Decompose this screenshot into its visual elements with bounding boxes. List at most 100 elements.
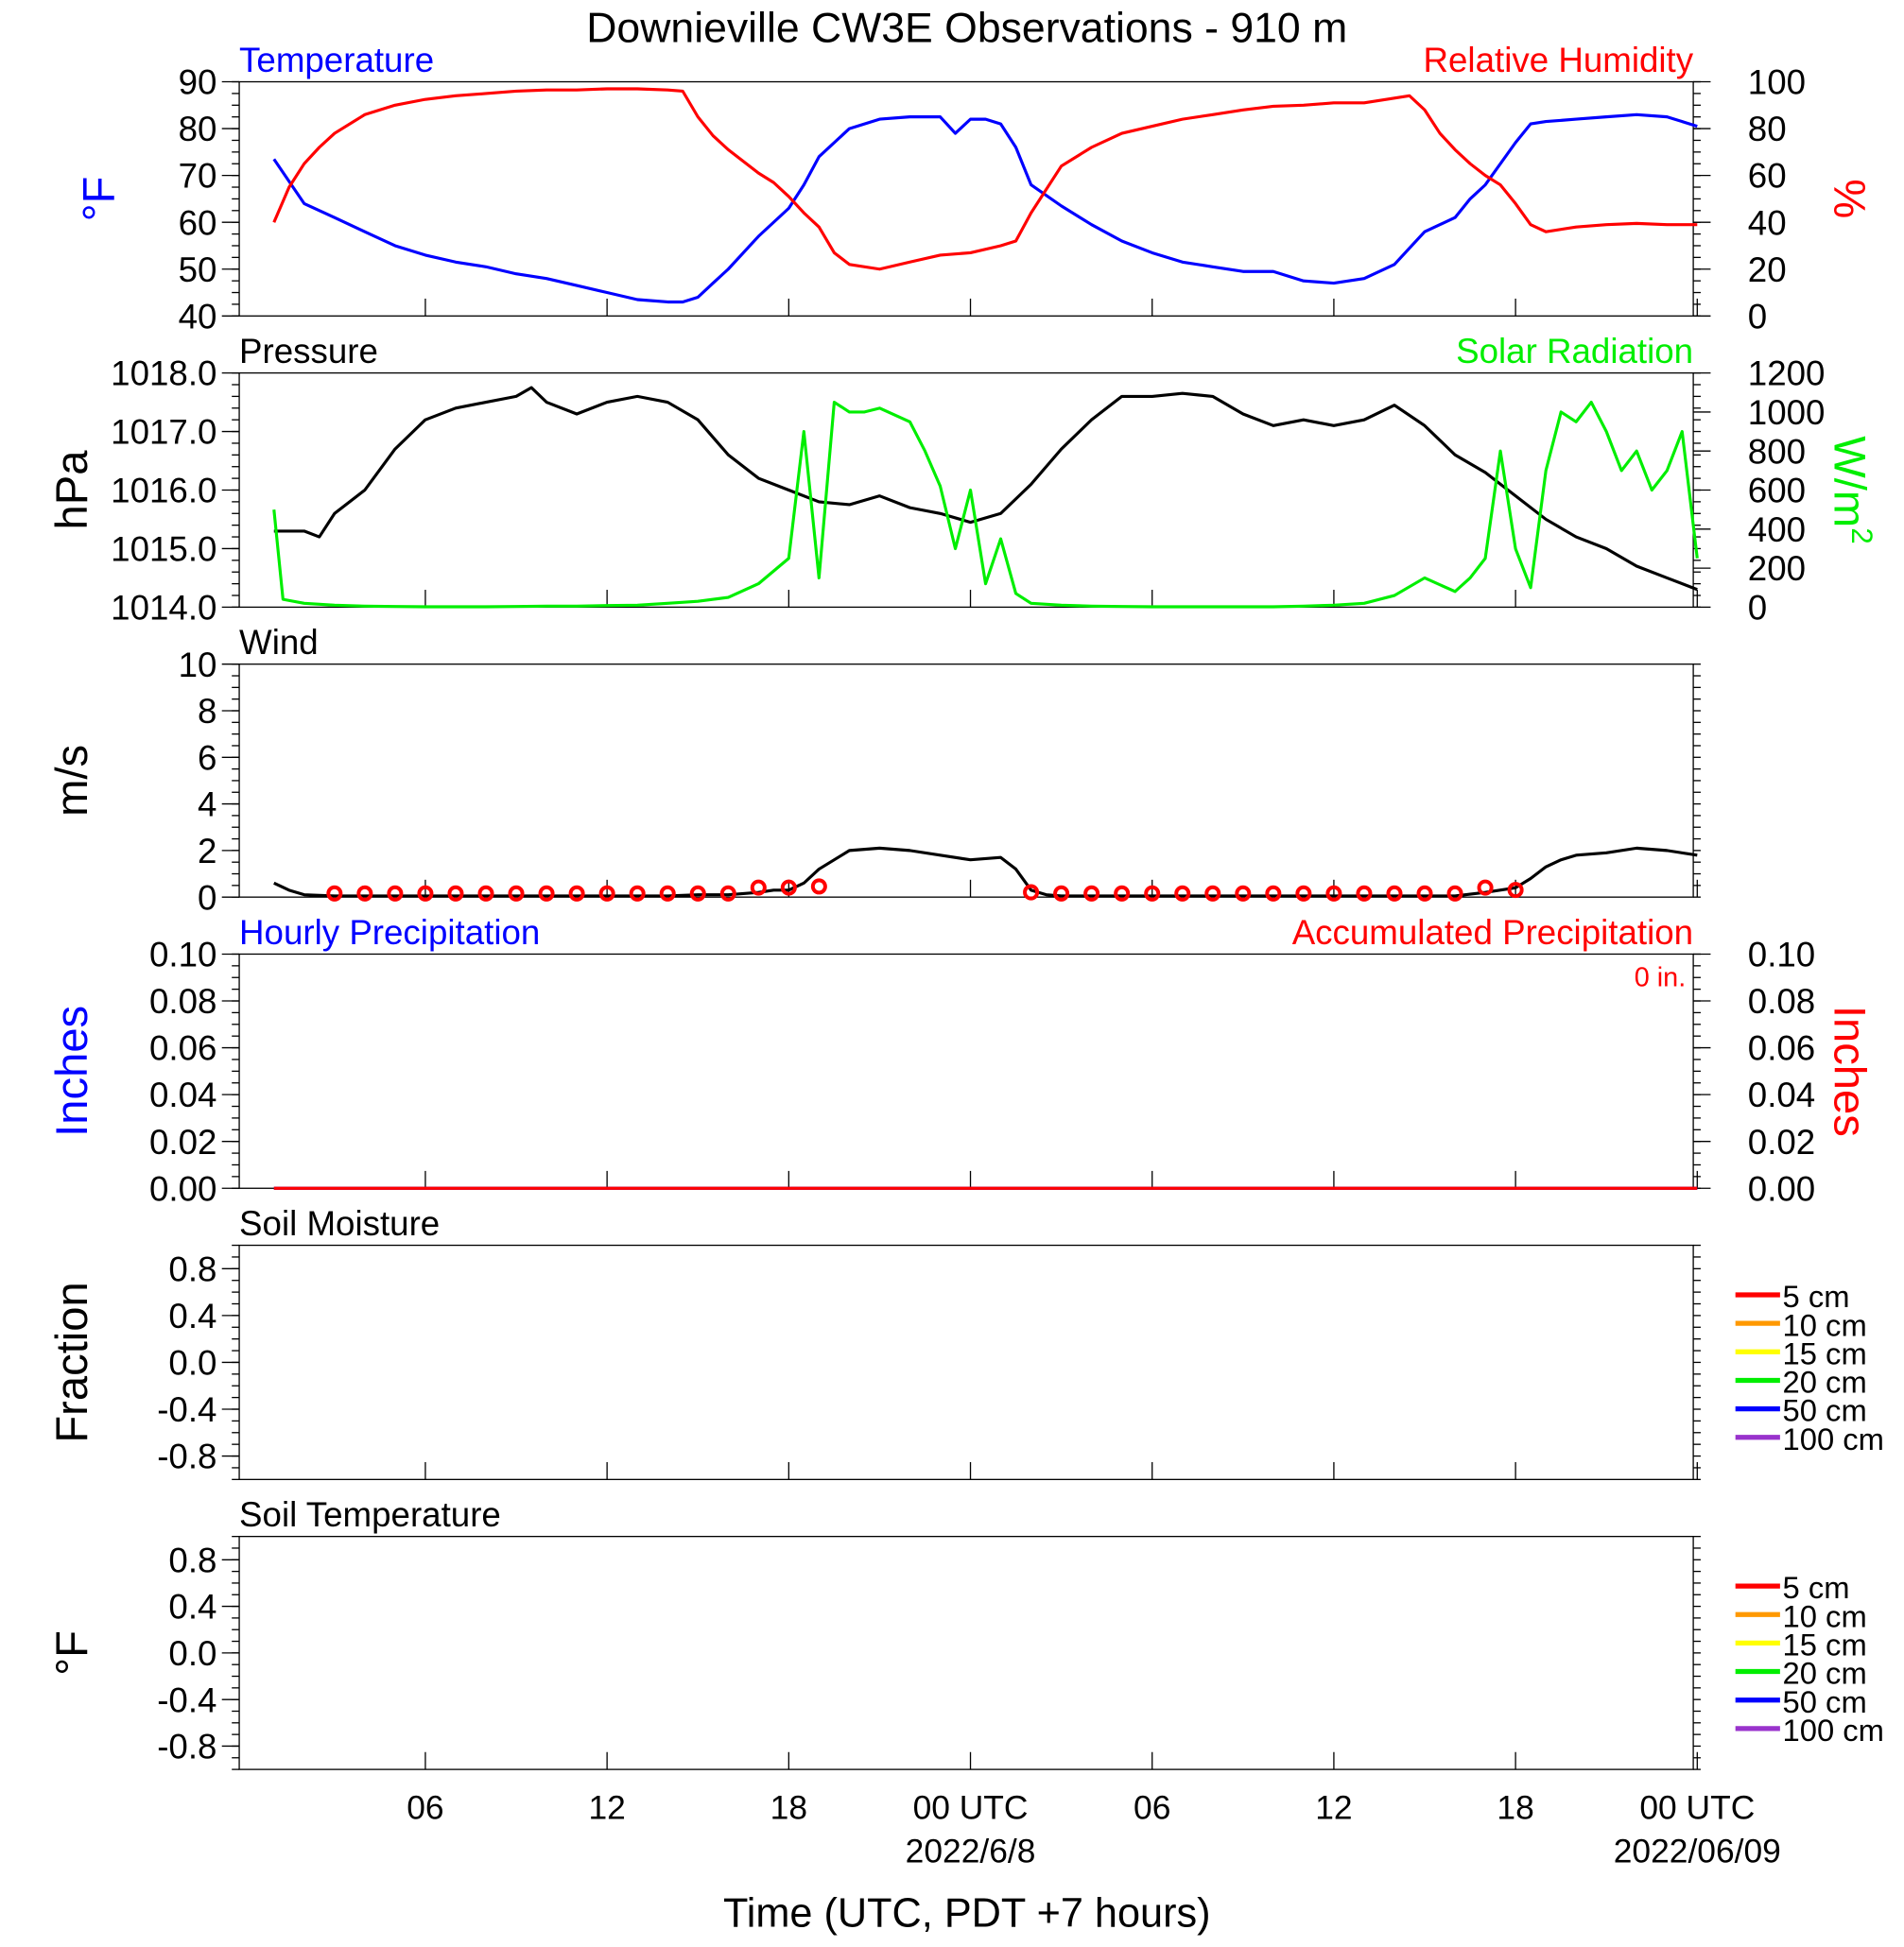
x-axis-label: Time (UTC, PDT +7 hours): [723, 1891, 1211, 1937]
legend-label: 100 cm: [1783, 1421, 1884, 1456]
wind-station-circle: [1023, 884, 1040, 901]
plot-frame: [238, 663, 1694, 898]
wind-station-circle: [750, 879, 767, 896]
y-tick-label: 1015.0: [111, 530, 216, 569]
wind-station-circle: [1386, 885, 1403, 902]
wind-station-circle: [1174, 885, 1191, 902]
wind-station-circle: [326, 885, 343, 902]
y-tick-label-right: 0.00: [1748, 1169, 1815, 1208]
panel-left-title: Wind: [239, 623, 319, 662]
series-line-solar-radiation: [272, 400, 1699, 609]
wind-station-circle: [598, 885, 615, 902]
y-tick-label: 1016.0: [111, 472, 216, 510]
y-tick-label: 40: [179, 297, 217, 336]
y-tick-label: 50: [179, 250, 217, 289]
plot-frame: [238, 1535, 1694, 1770]
y-tick-label: 2: [198, 832, 216, 870]
wind-station-circle: [508, 885, 525, 902]
y-tick-label-right: 200: [1748, 549, 1806, 588]
y-tick-label-right: 800: [1748, 432, 1806, 471]
wind-station-circle: [1083, 885, 1100, 902]
y-tick-label: 60: [179, 203, 217, 242]
y-axis-label-right: W/m2: [1825, 436, 1878, 543]
x-tick-label: 18: [1497, 1790, 1533, 1827]
wind-station-circle: [417, 885, 434, 902]
panel-precip: 0.10 0.08 0.06 0.04 0.02 0.00 0.10 0.08 0.06 0.04…: [47, 913, 1875, 1208]
wind-station-circle: [719, 885, 736, 902]
legend-label: 10 cm: [1783, 1307, 1867, 1342]
wind-station-circle: [780, 879, 797, 896]
legend-label: 100 cm: [1783, 1713, 1884, 1748]
y-tick-label: 1018.0: [111, 354, 216, 393]
wind-station-circle: [1416, 885, 1433, 902]
y-tick-label-right: 600: [1748, 472, 1806, 510]
series-line-pressure: [273, 386, 1698, 592]
y-axis-label-left: m/s: [47, 745, 97, 817]
wind-station-circle: [1114, 885, 1131, 902]
x-tick-label: 06: [1134, 1790, 1170, 1827]
panel-left-title: Temperature: [239, 41, 434, 79]
y-tick-label: 4: [198, 785, 216, 824]
wind-station-circle: [1235, 885, 1252, 902]
y-tick-label: 0.04: [149, 1076, 216, 1114]
wind-station-circle: [1325, 885, 1342, 902]
y-tick-label: 0.4: [168, 1588, 216, 1627]
y-tick-label: 6: [198, 738, 216, 777]
wind-station-circle: [1356, 885, 1373, 902]
y-tick-label: -0.8: [157, 1438, 216, 1476]
y-tick-label: 0.06: [149, 1029, 216, 1068]
wind-station-circle: [387, 885, 404, 902]
y-axis-label-left: °F: [47, 1630, 97, 1676]
wind-station-circle: [356, 885, 373, 902]
legend-label: 20 cm: [1783, 1656, 1867, 1691]
wind-station-circle: [477, 885, 494, 902]
panel-wind: 10 8 6 4 2 0 Wind m/s: [47, 623, 1701, 917]
panel-left-title: Soil Moisture: [239, 1204, 440, 1243]
x-tick-label: 00 UTC: [913, 1790, 1029, 1827]
legend-label: 50 cm: [1783, 1684, 1867, 1719]
figure-title: Downieville CW3E Observations - 910 m: [586, 6, 1347, 52]
x-tick-date-label: 2022/06/09: [1614, 1833, 1781, 1869]
panel-right-title: Solar Radiation: [1456, 332, 1693, 370]
y-tick-label: 0.4: [168, 1297, 216, 1335]
legend-label: 50 cm: [1783, 1393, 1867, 1428]
plot-frame: [238, 953, 1694, 1189]
y-tick-label: -0.4: [157, 1680, 216, 1719]
panel-right-title: Accumulated Precipitation: [1292, 913, 1693, 952]
accumulated-total: 0 in.: [1635, 963, 1687, 993]
x-tick-label: 12: [1315, 1790, 1352, 1827]
x-tick-date-label: 2022/6/8: [906, 1833, 1036, 1869]
wind-station-circle: [568, 885, 585, 902]
wind-station-circle: [629, 885, 646, 902]
y-tick-label-right: 20: [1748, 250, 1787, 289]
y-tick-label: 0.0: [168, 1344, 216, 1383]
y-tick-label-right: 0.04: [1748, 1076, 1815, 1114]
x-tick-label: 18: [770, 1790, 807, 1827]
legend-label: 10 cm: [1783, 1598, 1867, 1633]
wind-station-circle: [810, 878, 827, 895]
y-tick-label-right: 0.10: [1748, 936, 1815, 974]
series-line-temperature: [272, 112, 1698, 304]
wind-station-circle: [1204, 885, 1221, 902]
y-tick-label-right: 0: [1748, 297, 1767, 336]
y-tick-label: -0.8: [157, 1728, 216, 1766]
wind-station-circle: [689, 885, 706, 902]
y-tick-label-right: 0.06: [1748, 1029, 1815, 1068]
y-tick-label: 0.08: [149, 982, 216, 1021]
y-tick-label-right: 1200: [1748, 354, 1826, 393]
wind-station-circle: [1053, 885, 1070, 902]
y-tick-label: 0.00: [149, 1169, 216, 1208]
y-tick-label: 8: [198, 692, 216, 731]
legend-label: 5 cm: [1783, 1570, 1850, 1605]
y-tick-label: 1014.0: [111, 589, 216, 628]
y-tick-label-right: 80: [1748, 110, 1787, 148]
x-tick-label: 06: [407, 1790, 443, 1827]
panel-temp-rh: 90 80 70 60 50 40 100 80 60 40 20 0 Temperature Relat…: [75, 41, 1875, 336]
y-axis-label-right: Inches: [1825, 1006, 1875, 1137]
y-tick-label: 90: [179, 63, 217, 102]
wind-station-circle: [538, 885, 555, 902]
plot-frame: [238, 1244, 1694, 1480]
y-tick-label: 0.0: [168, 1634, 216, 1673]
